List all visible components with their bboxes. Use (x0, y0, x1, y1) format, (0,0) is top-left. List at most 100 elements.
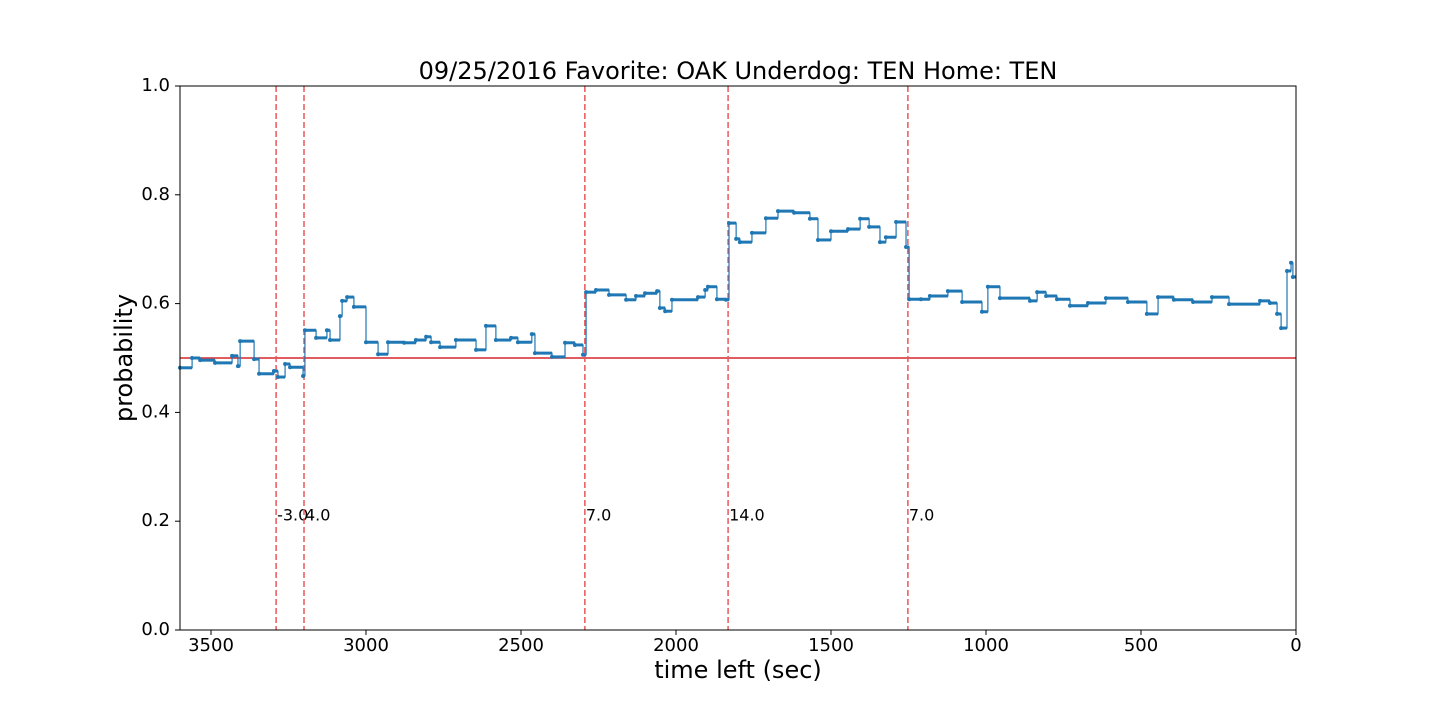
data-point (634, 293, 639, 298)
data-point (1028, 298, 1033, 303)
data-point (483, 323, 488, 328)
data-point (904, 245, 909, 250)
x-tick-label: 500 (1124, 635, 1158, 656)
data-point (727, 221, 732, 226)
data-point (581, 352, 585, 357)
data-point (529, 332, 534, 337)
data-point (386, 340, 391, 345)
data-point (858, 216, 863, 221)
y-tick-label: 1.0 (141, 75, 170, 96)
data-point (340, 298, 345, 303)
data-point (723, 297, 728, 302)
data-point (413, 338, 418, 343)
y-tick-label: 0.6 (141, 293, 170, 314)
data-point (213, 360, 218, 365)
data-point (714, 297, 719, 302)
data-point (643, 291, 647, 296)
data-point (883, 235, 888, 240)
data-point (1258, 298, 1263, 303)
data-point (283, 361, 288, 366)
event-label: 7.0 (586, 505, 611, 524)
data-point (1209, 295, 1214, 300)
event-label: 4.0 (305, 505, 330, 524)
data-point (657, 305, 662, 310)
data-point (960, 299, 965, 304)
event-label: 14.0 (729, 505, 765, 524)
data-point (1279, 326, 1284, 331)
data-point (705, 284, 710, 289)
data-point (230, 353, 235, 358)
data-point (314, 335, 319, 340)
data-point (829, 229, 833, 234)
data-point (252, 357, 257, 362)
data-point (997, 296, 1002, 301)
data-point (301, 373, 306, 378)
data-point (894, 220, 899, 224)
data-point (376, 352, 381, 357)
data-point (424, 334, 429, 339)
y-tick-label: 0.0 (141, 619, 170, 640)
data-point (918, 297, 923, 302)
data-point (1275, 311, 1280, 316)
x-tick-label: 2000 (653, 635, 699, 656)
data-point (364, 340, 368, 345)
event-label: 7.0 (909, 505, 934, 524)
chart-title: 09/25/2016 Favorite: OAK Underdog: TEN H… (419, 57, 1058, 85)
data-point (402, 340, 407, 345)
data-point (655, 289, 660, 294)
data-point (1267, 301, 1272, 306)
data-point (763, 216, 768, 221)
data-point (453, 338, 458, 343)
data-point (198, 358, 203, 363)
data-point (734, 236, 739, 241)
x-tick-label: 1000 (963, 635, 1009, 656)
data-point (985, 284, 990, 289)
x-tick-label: 2500 (498, 635, 544, 656)
data-point (1125, 299, 1130, 304)
data-point (927, 293, 932, 298)
data-point (324, 328, 329, 333)
data-point (438, 345, 443, 350)
data-point (1191, 299, 1196, 304)
y-tick-label: 0.8 (141, 184, 170, 205)
data-point (815, 237, 820, 242)
data-point (238, 339, 243, 344)
data-point (807, 216, 812, 221)
data-point (1035, 290, 1040, 295)
y-tick-label: 0.2 (141, 510, 170, 531)
data-point (877, 240, 882, 245)
data-point (607, 292, 612, 297)
data-point (532, 351, 537, 356)
data-point (1227, 302, 1232, 307)
data-point (979, 309, 984, 314)
x-tick-label: 3000 (343, 635, 389, 656)
data-point (1285, 268, 1290, 273)
data-point (749, 230, 754, 235)
data-point (1289, 260, 1294, 265)
data-point (1144, 311, 1149, 316)
data-point (1103, 296, 1108, 301)
data-point (328, 338, 333, 343)
data-point (351, 304, 356, 309)
x-tick-label: 0 (1290, 635, 1301, 656)
data-point (337, 314, 342, 319)
data-point (594, 288, 599, 292)
data-point (257, 371, 262, 376)
data-point (493, 338, 498, 343)
data-point (584, 290, 589, 295)
data-point (235, 364, 240, 369)
data-point (663, 309, 668, 314)
y-tick-label: 0.4 (141, 401, 170, 422)
data-point (190, 356, 195, 360)
y-axis-label: probability (110, 294, 138, 422)
data-point (907, 297, 912, 302)
data-point (275, 375, 280, 380)
data-point (563, 340, 568, 345)
data-point (1044, 293, 1049, 298)
data-point (624, 297, 629, 302)
x-tick-label: 1500 (808, 635, 854, 656)
data-point (1068, 303, 1073, 308)
data-point (703, 288, 708, 292)
data-point (429, 340, 434, 345)
